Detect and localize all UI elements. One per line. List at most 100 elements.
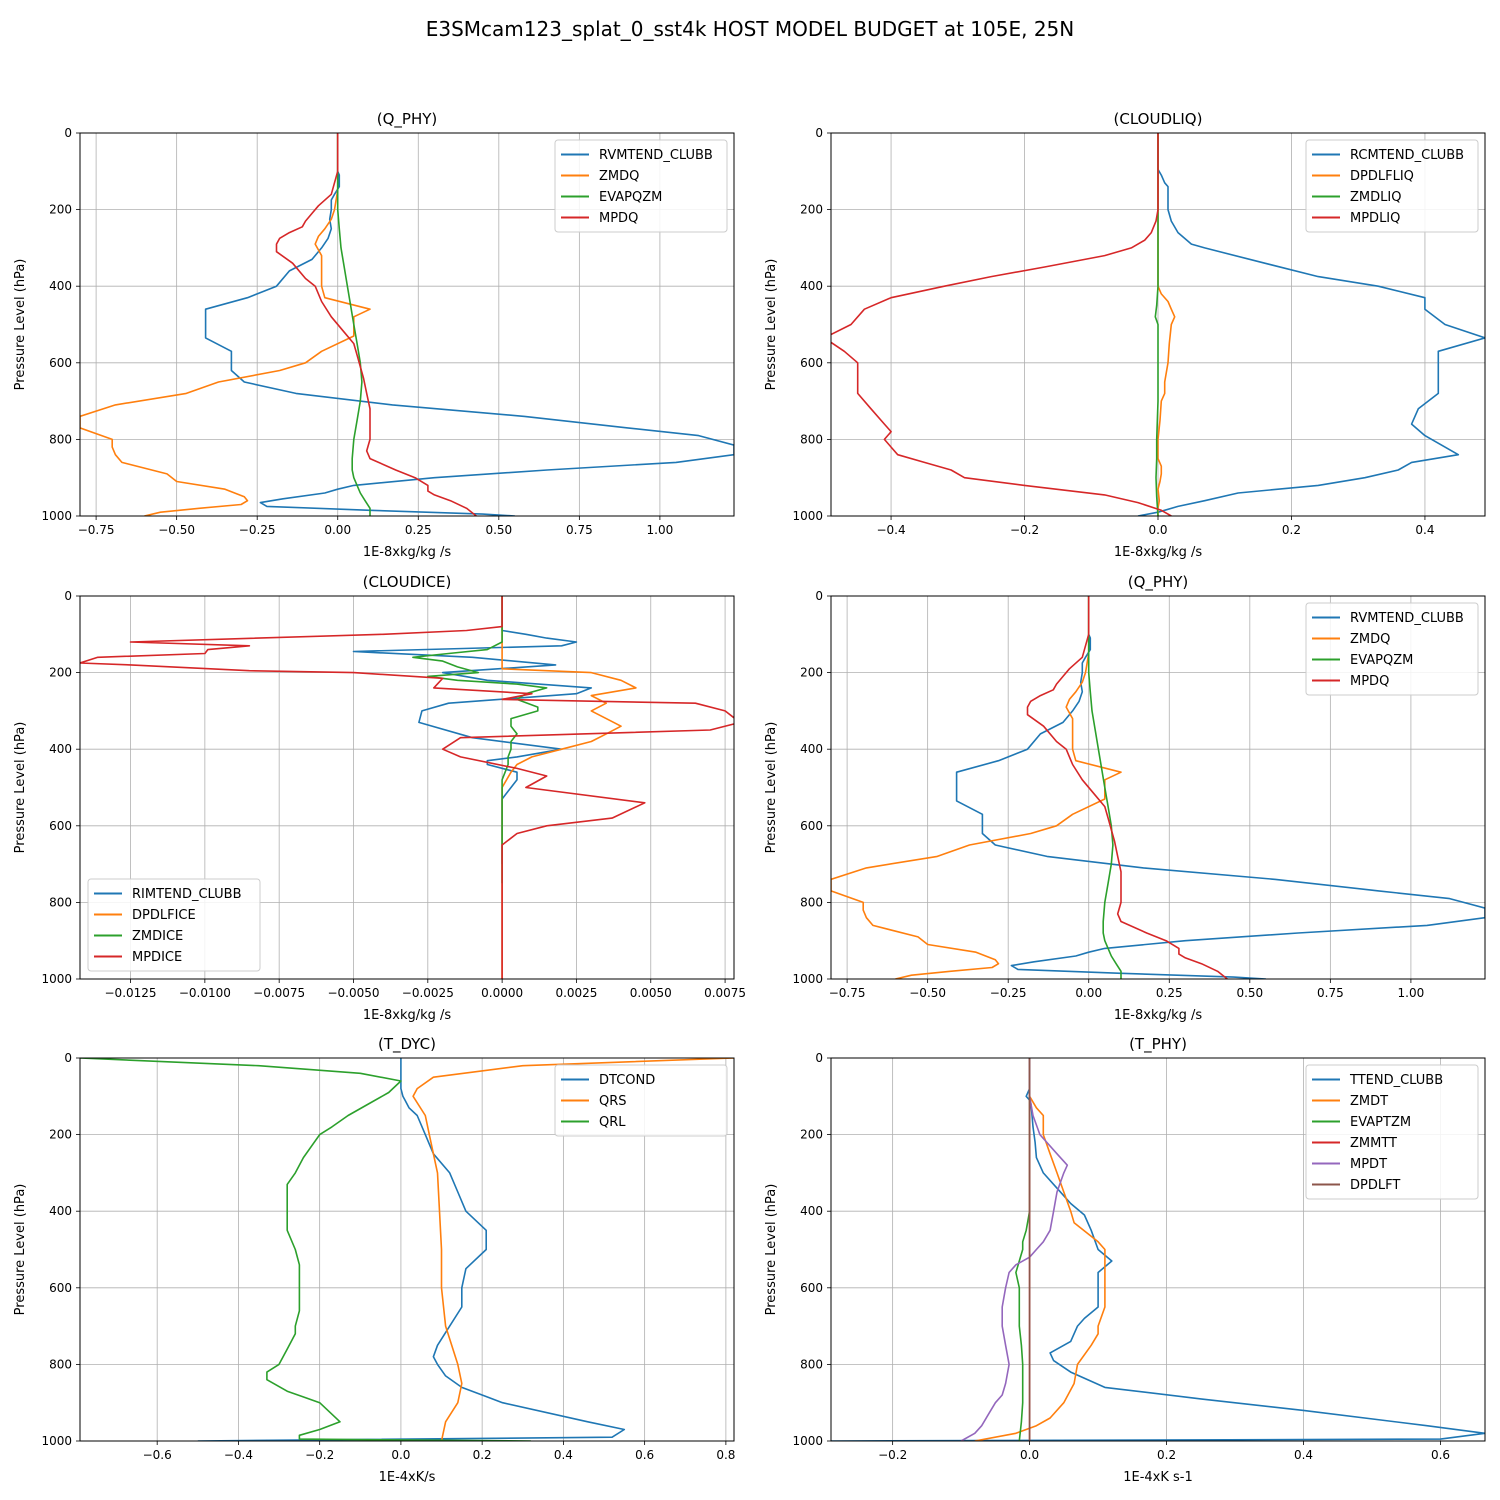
legend-label: ZMDT bbox=[1350, 1094, 1388, 1109]
series-line-zmdt bbox=[974, 1058, 1106, 1441]
x-axis-label: 1E-8xkg/kg /s bbox=[1114, 1008, 1203, 1023]
y-tick-label: 1000 bbox=[41, 509, 72, 523]
series-lines bbox=[80, 596, 734, 979]
x-tick-label: 0.0075 bbox=[704, 986, 746, 1000]
legend-box bbox=[87, 878, 261, 972]
y-tick-label: 800 bbox=[49, 432, 72, 446]
x-axis-label: 1E-4xK s-1 bbox=[1123, 1470, 1193, 1485]
chart-panel-3: −0.0125 −0.0100 −0.0075 −0.0050 −0.0025 0.000… bbox=[13, 573, 746, 1023]
panels: −0.75 −0.50 −0.25 0.00 0.25 0.50 0.75 1.0002004… bbox=[13, 110, 1486, 1485]
series-line-qrl bbox=[80, 1058, 531, 1441]
legend-label: MPDQ bbox=[1350, 674, 1389, 689]
series-line-dpdlfliq bbox=[1157, 133, 1176, 516]
y-tick-label: 800 bbox=[49, 1357, 72, 1371]
y-tick-label: 600 bbox=[800, 819, 823, 833]
x-axis-label: 1E-4xK/s bbox=[379, 1470, 436, 1485]
y-tick-label: 200 bbox=[49, 203, 72, 217]
series-line-mpdice bbox=[80, 596, 734, 979]
x-tick-label: −0.0050 bbox=[327, 986, 379, 1000]
x-tick-label: −0.4 bbox=[876, 523, 905, 537]
series-lines bbox=[80, 133, 734, 516]
legend: DTCOND QRS QRL bbox=[554, 1064, 728, 1137]
x-tick-label: 0.75 bbox=[566, 523, 593, 537]
x-tick-label: 0.00 bbox=[1075, 986, 1102, 1000]
y-tick-label: 600 bbox=[49, 1281, 72, 1295]
x-tick-label: 0.4 bbox=[1415, 523, 1434, 537]
x-tick-label: −0.75 bbox=[78, 523, 115, 537]
x-tick-label: −0.6 bbox=[143, 1448, 172, 1462]
y-tick-label: 200 bbox=[49, 666, 72, 680]
panel-title: (T_DYC) bbox=[378, 1035, 436, 1054]
legend-label: EVAPTZM bbox=[1350, 1115, 1411, 1130]
legend-label: MPDICE bbox=[132, 950, 182, 965]
x-tick-label: 0.8 bbox=[716, 1448, 735, 1462]
legend-label: ZMDLIQ bbox=[1350, 190, 1401, 205]
x-tick-label: 0.0 bbox=[1148, 523, 1167, 537]
y-tick-label: 0 bbox=[64, 1051, 72, 1065]
x-tick-label: 1.00 bbox=[647, 523, 674, 537]
plot-frame bbox=[79, 132, 735, 517]
legend-label: DPDLFICE bbox=[132, 908, 196, 923]
y-tick-label: 400 bbox=[800, 1204, 823, 1218]
x-tick-label: 0.4 bbox=[554, 1448, 573, 1462]
x-axis-label: 1E-8xkg/kg /s bbox=[1114, 545, 1203, 560]
x-tick-label: 0.2 bbox=[1157, 1448, 1176, 1462]
x-tick-label: 0.4 bbox=[1294, 1448, 1313, 1462]
chart-panel-6: −0.2 0.0 0.2 0.4 0.6 0 200 400 600 800 1000 (T_PHY)… bbox=[764, 1035, 1486, 1485]
series-line-mpdt bbox=[960, 1058, 1069, 1441]
legend-box bbox=[1305, 139, 1479, 233]
legend-label: MPDLIQ bbox=[1350, 211, 1400, 226]
y-axis-label: Pressure Level (hPa) bbox=[764, 259, 779, 391]
panel-title: (CLOUDLIQ) bbox=[1114, 110, 1203, 128]
y-tick-label: 0 bbox=[815, 589, 823, 603]
plot-frame bbox=[79, 1057, 735, 1442]
legend: RVMTEND_CLUBB ZMDQ EVAPQZM MPDQ bbox=[554, 139, 728, 233]
y-tick-label: 1000 bbox=[41, 972, 72, 986]
x-tick-label: 0.50 bbox=[1236, 986, 1263, 1000]
x-tick-label: 0.6 bbox=[1431, 1448, 1450, 1462]
series-lines bbox=[831, 133, 1485, 516]
legend-label: MPDQ bbox=[599, 211, 638, 226]
series-lines bbox=[831, 1058, 1485, 1441]
y-tick-label: 600 bbox=[49, 819, 72, 833]
plot-frame bbox=[830, 595, 1486, 980]
x-axis-label: 1E-8xkg/kg /s bbox=[363, 1008, 452, 1023]
y-tick-label: 0 bbox=[64, 589, 72, 603]
y-tick-label: 400 bbox=[49, 279, 72, 293]
figure-title: E3SMcam123_splat_0_sst4k HOST MODEL BUDG… bbox=[426, 17, 1075, 41]
legend-box bbox=[1305, 1064, 1479, 1200]
series-line-zmdq bbox=[80, 133, 371, 516]
plot-frame bbox=[79, 595, 735, 980]
series-line-rvmtend_clubb bbox=[204, 133, 734, 516]
legend-box bbox=[554, 139, 728, 233]
x-tick-label: −0.50 bbox=[909, 986, 946, 1000]
legend-label: RVMTEND_CLUBB bbox=[1350, 611, 1464, 626]
x-tick-label: 1.00 bbox=[1398, 986, 1425, 1000]
chart-panel-4: −0.75 −0.50 −0.25 0.00 0.25 0.50 0.75 1.00 0 200 4… bbox=[764, 573, 1486, 1023]
y-tick-label: 400 bbox=[49, 1204, 72, 1218]
x-tick-label: 0.00 bbox=[324, 523, 351, 537]
y-tick-label: 1000 bbox=[792, 509, 823, 523]
x-tick-label: 0.6 bbox=[635, 1448, 654, 1462]
series-line-zmdq bbox=[831, 596, 1122, 979]
x-tick-label: 0.0050 bbox=[630, 986, 672, 1000]
x-tick-label: −0.4 bbox=[224, 1448, 253, 1462]
x-tick-label: 0.0000 bbox=[481, 986, 523, 1000]
legend-label: RIMTEND_CLUBB bbox=[132, 887, 242, 902]
x-tick-label: 0.50 bbox=[485, 523, 512, 537]
chart-panel-5: −0.6 −0.4 −0.2 0.0 0.2 0.4 0.6 0.8 0 200 400 600 800… bbox=[13, 1035, 735, 1485]
legend-label: DPDLFLIQ bbox=[1350, 169, 1414, 184]
x-tick-label: −0.0025 bbox=[402, 986, 454, 1000]
y-tick-label: 0 bbox=[815, 1051, 823, 1065]
y-tick-label: 800 bbox=[800, 895, 823, 909]
legend-label: ZMDQ bbox=[1350, 632, 1390, 647]
legend-box bbox=[554, 1064, 728, 1137]
x-tick-label: −0.0125 bbox=[105, 986, 157, 1000]
legend-label: RVMTEND_CLUBB bbox=[599, 148, 713, 163]
y-tick-label: 400 bbox=[800, 279, 823, 293]
y-tick-label: 800 bbox=[800, 1357, 823, 1371]
series-line-rcmtend_clubb bbox=[1137, 133, 1485, 516]
y-tick-label: 800 bbox=[49, 895, 72, 909]
y-tick-label: 0 bbox=[815, 126, 823, 140]
